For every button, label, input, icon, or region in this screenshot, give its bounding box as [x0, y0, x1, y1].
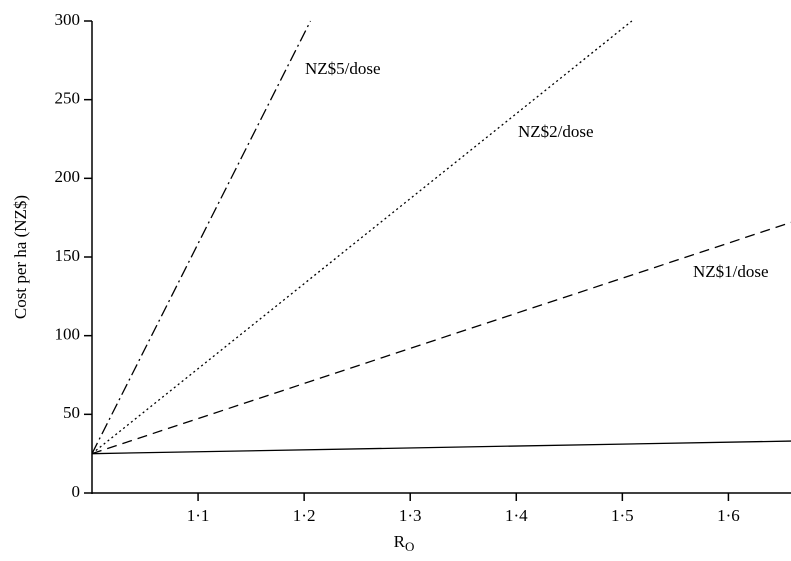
series-line: [91, 20, 633, 455]
y-tick-label: 250: [55, 89, 81, 108]
x-axis-label-main: R: [394, 532, 406, 551]
y-axis-label: Cost per ha (NZ$): [11, 195, 30, 319]
x-axis-label: RO: [394, 532, 415, 554]
y-tick-label: 150: [55, 246, 81, 265]
x-axis-label-subscript: O: [405, 539, 414, 554]
series-line: [91, 440, 791, 455]
y-tick-label: 200: [55, 167, 81, 186]
x-tick-label: 1·5: [611, 506, 634, 525]
y-tick-label: 300: [55, 10, 81, 29]
x-tick-label: 1·6: [717, 506, 740, 525]
series-line: [91, 20, 312, 454]
y-tick-label: 0: [72, 482, 81, 501]
y-tick-label: 100: [55, 325, 81, 344]
series-label: NZ$1/dose: [693, 262, 769, 281]
x-tick-label: 1·1: [187, 506, 210, 525]
x-tick-label: 1·2: [293, 506, 316, 525]
x-tick-label: 1·4: [505, 506, 528, 525]
y-tick-label: 50: [63, 403, 80, 422]
series-label: NZ$5/dose: [305, 59, 381, 78]
series-label: NZ$2/dose: [518, 122, 594, 141]
series-line: [91, 221, 791, 455]
x-tick-label: 1·3: [399, 506, 422, 525]
